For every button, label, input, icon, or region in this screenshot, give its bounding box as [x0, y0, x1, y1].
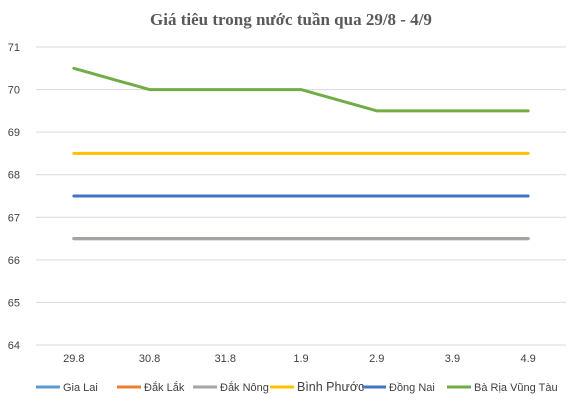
x-tick-label: 4.9: [520, 353, 535, 365]
x-tick-label: 2.9: [369, 353, 384, 365]
y-tick-label: 64: [8, 340, 20, 352]
x-tick-label: 31.8: [215, 353, 236, 365]
legend-label: Bà Rịa Vũng Tàu: [474, 382, 558, 394]
y-tick-label: 67: [8, 212, 20, 224]
y-tick-label: 66: [8, 255, 20, 267]
y-axis-ticks: 64 65 66 67 68 69 70 71: [8, 42, 20, 352]
y-tick-label: 70: [8, 85, 20, 97]
y-tick-label: 69: [8, 127, 20, 139]
x-tick-label: 1.9: [293, 353, 308, 365]
series-lines: [72, 66, 530, 241]
y-tick-label: 71: [8, 42, 20, 54]
legend-label: Đắk Lắk: [144, 381, 185, 394]
legend-item: Đắk Lắk: [117, 381, 185, 394]
legend-item: Gia Lai: [36, 382, 98, 394]
x-axis-ticks: 29.8 30.8 31.8 1.9 2.9 3.9 4.9: [63, 353, 536, 365]
chart-title: Giá tiêu trong nước tuần qua 29/8 - 4/9: [150, 10, 432, 29]
x-tick-label: 30.8: [139, 353, 160, 365]
legend-label: Đồng Nai: [389, 382, 435, 394]
legend-label: Gia Lai: [63, 382, 98, 394]
y-tick-label: 68: [8, 170, 20, 182]
legend-item: Đắk Nông: [193, 381, 269, 394]
legend-label: Đắk Nông: [220, 381, 269, 394]
legend: Gia Lai Đắk Lắk Đắk Nông Bình Phước Đồng Nai…: [36, 380, 558, 394]
legend-item: Bà Rịa Vũng Tàu: [447, 382, 558, 394]
legend-item: Bình Phước: [270, 380, 364, 394]
legend-item: Đồng Nai: [362, 382, 435, 394]
x-tick-label: 3.9: [445, 353, 460, 365]
legend-label: Bình Phước: [297, 380, 364, 394]
series-line: [72, 66, 530, 113]
gridlines: [36, 46, 566, 346]
x-tick-label: 29.8: [63, 353, 84, 365]
y-tick-label: 65: [8, 297, 20, 309]
